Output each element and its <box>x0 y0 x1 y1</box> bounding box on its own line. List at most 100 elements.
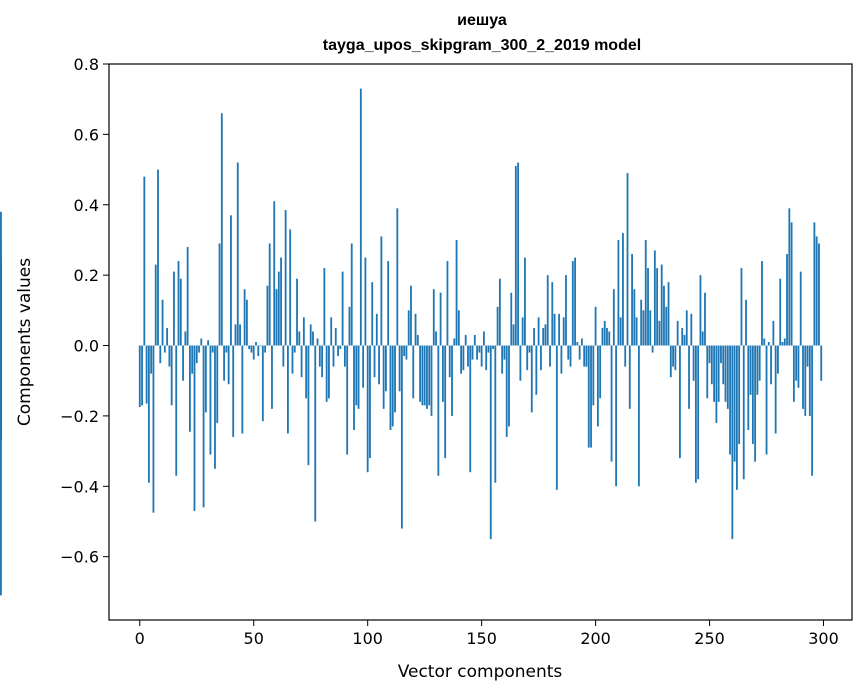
bar <box>667 282 670 346</box>
bar <box>585 345 588 367</box>
bar <box>280 257 282 346</box>
bar <box>708 345 711 364</box>
bar <box>375 313 378 346</box>
bar <box>799 271 802 346</box>
bar <box>284 210 287 346</box>
bar <box>186 246 189 346</box>
bar <box>405 345 408 360</box>
bar <box>325 345 328 402</box>
bar <box>407 310 410 346</box>
bar <box>403 345 406 357</box>
y-tick-label: −0.4 <box>60 477 99 496</box>
bar <box>478 345 481 353</box>
bar <box>293 345 296 353</box>
bar <box>761 261 763 346</box>
bar <box>690 313 693 346</box>
bar <box>544 324 547 346</box>
bar <box>720 345 722 364</box>
bar <box>724 345 727 402</box>
bar <box>448 345 451 378</box>
bar <box>257 345 260 357</box>
bar <box>341 271 344 346</box>
bar <box>371 282 374 346</box>
bar <box>642 310 645 346</box>
bar <box>350 243 353 346</box>
bar <box>444 345 447 459</box>
bar <box>535 345 538 395</box>
bar <box>300 345 303 378</box>
bar <box>369 345 371 459</box>
bar <box>193 345 196 511</box>
bar <box>590 345 592 448</box>
bar <box>261 345 264 422</box>
bar <box>528 345 531 353</box>
bar <box>291 345 294 374</box>
bar <box>318 345 321 367</box>
bar <box>797 345 800 388</box>
bar <box>152 345 155 513</box>
bar <box>813 222 816 346</box>
bar <box>569 345 572 367</box>
bar <box>195 345 198 364</box>
bar <box>676 320 679 346</box>
bar <box>685 310 688 346</box>
bar <box>378 345 380 385</box>
bar <box>697 345 700 480</box>
bar <box>533 327 535 346</box>
bar <box>615 345 618 487</box>
bar <box>688 345 690 409</box>
bar <box>553 313 556 346</box>
bar <box>157 169 159 346</box>
bar <box>163 345 166 353</box>
bar <box>617 239 620 346</box>
bar <box>489 345 492 540</box>
bar <box>184 331 187 346</box>
bar <box>526 345 529 371</box>
bar <box>355 345 358 406</box>
bar <box>412 345 415 399</box>
bar <box>250 345 253 353</box>
bar <box>694 345 697 483</box>
bar <box>439 292 442 346</box>
bar <box>492 345 494 350</box>
bar <box>624 345 627 367</box>
bar <box>740 268 743 346</box>
bar <box>549 345 551 367</box>
bar <box>501 345 504 374</box>
bar <box>747 345 750 430</box>
bar <box>264 345 267 353</box>
bar <box>756 345 759 395</box>
bars-group <box>0 88 823 596</box>
bar <box>289 229 292 346</box>
bar <box>608 331 611 346</box>
bar <box>400 345 403 529</box>
bar <box>599 345 602 399</box>
bar <box>364 257 367 346</box>
bar <box>385 345 387 392</box>
y-tick-label: 0.8 <box>74 55 99 74</box>
bar <box>248 345 251 350</box>
bar <box>763 338 766 346</box>
bar <box>473 334 476 346</box>
y-axis-label: Components values <box>15 258 35 426</box>
bar <box>815 236 818 346</box>
bar <box>252 345 255 360</box>
bar <box>266 285 269 346</box>
bar <box>348 306 351 346</box>
bar <box>328 345 330 399</box>
bar <box>715 345 718 423</box>
bar <box>236 162 239 346</box>
bar <box>428 345 431 406</box>
bar <box>441 345 444 402</box>
bar <box>587 345 590 448</box>
bar <box>726 345 729 409</box>
bar <box>305 345 308 399</box>
bar <box>674 345 677 371</box>
bar <box>243 289 246 346</box>
bar <box>656 268 659 346</box>
bar <box>571 261 574 346</box>
bar <box>637 345 640 487</box>
bar <box>339 345 342 350</box>
x-tick-label: 150 <box>466 629 497 648</box>
bar <box>717 345 720 402</box>
